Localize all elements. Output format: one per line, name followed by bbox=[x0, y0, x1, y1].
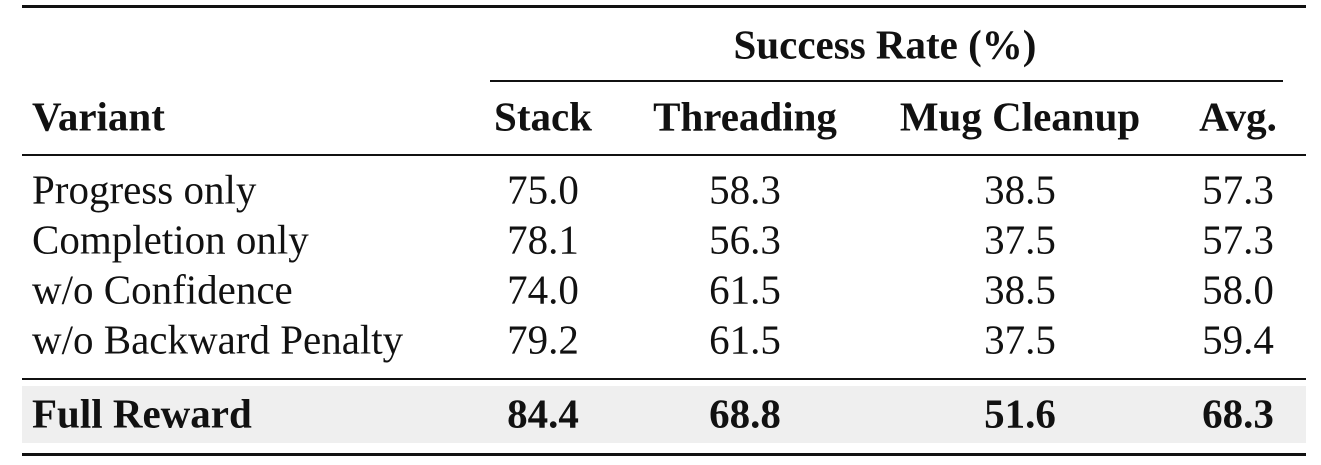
row-label: w/o Backward Penalty bbox=[32, 316, 404, 363]
group-rule bbox=[490, 80, 1283, 82]
mid-rule bbox=[22, 378, 1306, 380]
value-cell: 37.5 bbox=[984, 316, 1056, 363]
row-label: Completion only bbox=[32, 216, 309, 263]
value-cell: 61.5 bbox=[709, 316, 781, 363]
value-cell: 78.1 bbox=[507, 216, 579, 263]
value-cell: 84.4 bbox=[507, 390, 579, 437]
value-cell: 59.4 bbox=[1202, 316, 1274, 363]
highlight-band bbox=[22, 386, 1306, 443]
value-cell: 37.5 bbox=[984, 216, 1056, 263]
value-cell: 74.0 bbox=[507, 266, 579, 313]
value-cell: 38.5 bbox=[984, 166, 1056, 213]
value-cell: 56.3 bbox=[709, 216, 781, 263]
value-cell: 51.6 bbox=[984, 390, 1056, 437]
column-header: Stack bbox=[494, 93, 592, 140]
value-cell: 79.2 bbox=[507, 316, 579, 363]
value-cell: 61.5 bbox=[709, 266, 781, 313]
value-cell: 57.3 bbox=[1202, 166, 1274, 213]
column-header: Avg. bbox=[1199, 93, 1277, 140]
column-header: Variant bbox=[32, 93, 165, 140]
value-cell: 68.3 bbox=[1202, 390, 1274, 437]
value-cell: 57.3 bbox=[1202, 216, 1274, 263]
value-cell: 58.3 bbox=[709, 166, 781, 213]
value-cell: 75.0 bbox=[507, 166, 579, 213]
row-label: Full Reward bbox=[32, 390, 252, 437]
bottom-rule bbox=[22, 453, 1306, 456]
group-header: Success Rate (%) bbox=[733, 21, 1037, 68]
row-label: Progress only bbox=[32, 166, 257, 213]
value-cell: 38.5 bbox=[984, 266, 1056, 313]
value-cell: 68.8 bbox=[709, 390, 781, 437]
value-cell: 58.0 bbox=[1202, 266, 1274, 313]
header-rule bbox=[22, 154, 1306, 156]
column-header: Mug Cleanup bbox=[899, 93, 1141, 140]
top-rule bbox=[22, 5, 1306, 8]
row-label: w/o Confidence bbox=[32, 266, 293, 313]
column-header: Threading bbox=[653, 93, 837, 140]
